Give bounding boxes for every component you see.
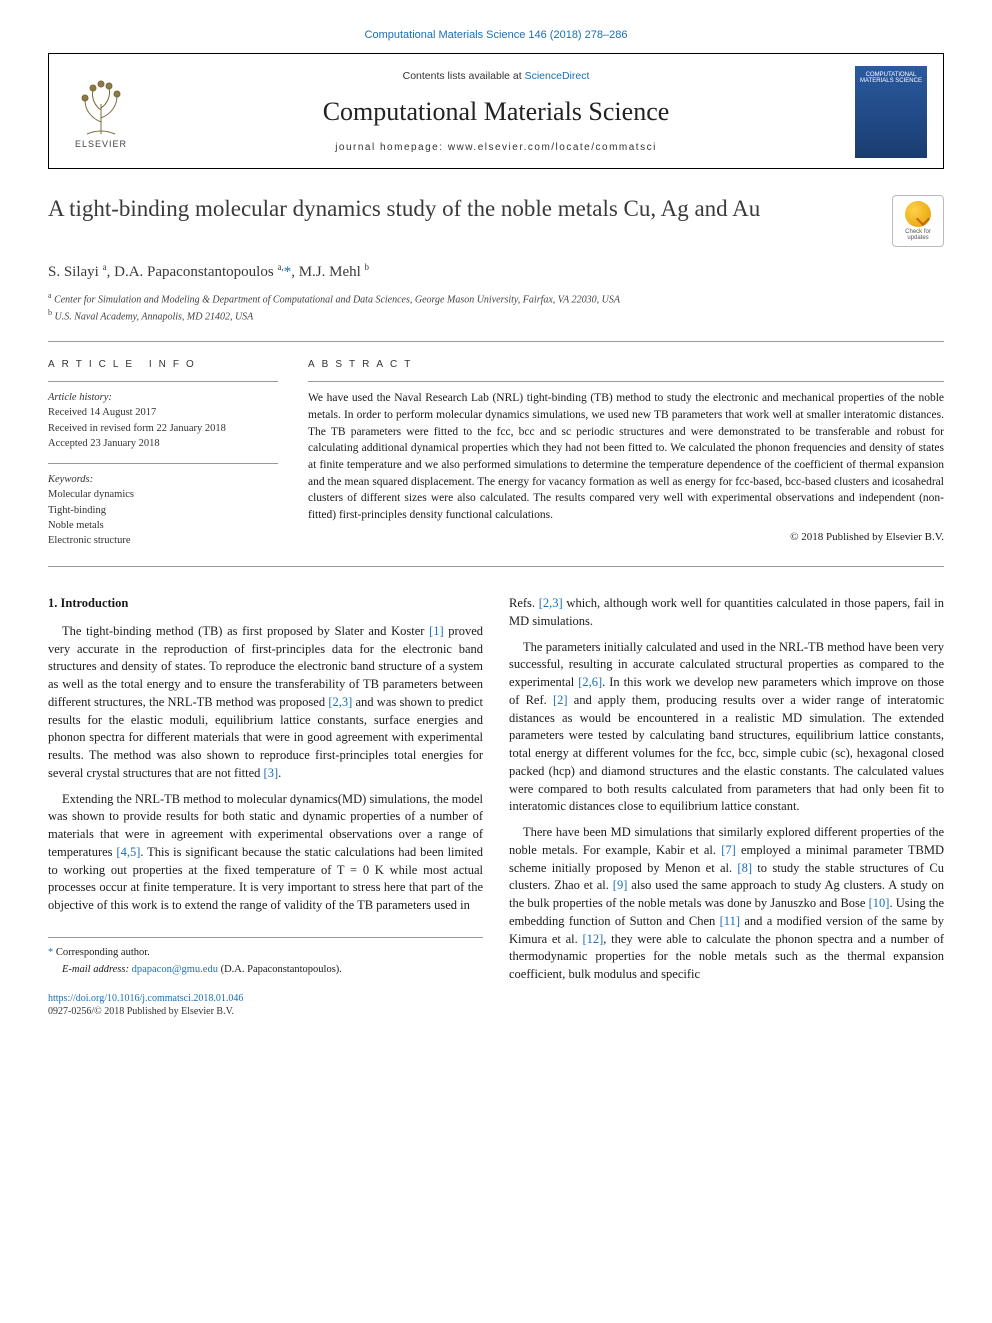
affiliations: a Center for Simulation and Modeling & D… (48, 290, 944, 325)
publisher-name: ELSEVIER (75, 138, 127, 150)
issn-copyright: 0927-0256/© 2018 Published by Elsevier B… (48, 1005, 483, 1019)
affiliation-b: b U.S. Naval Academy, Annapolis, MD 2140… (48, 307, 944, 324)
homepage-line: journal homepage: www.elsevier.com/locat… (155, 141, 837, 155)
masthead-center: Contents lists available at ScienceDirec… (155, 69, 837, 154)
citation-link[interactable]: [8] (737, 861, 752, 875)
corresponding-author-footer: * Corresponding author. E-mail address: … (48, 937, 483, 978)
citation-link[interactable]: [7] (721, 843, 736, 857)
divider (48, 381, 278, 382)
body-paragraph: There have been MD simulations that simi… (509, 824, 944, 984)
divider (48, 566, 944, 567)
cover-title: COMPUTATIONAL MATERIALS SCIENCE (855, 72, 927, 85)
abstract-text: We have used the Naval Research Lab (NRL… (308, 390, 944, 523)
citation-link[interactable]: [2,3] (328, 695, 352, 709)
journal-cover-thumb: COMPUTATIONAL MATERIALS SCIENCE (855, 66, 927, 158)
author-line: S. Silayi a, D.A. Papaconstantopoulos a,… (48, 261, 944, 282)
article-info-column: ARTICLE INFO Article history: Received 1… (48, 358, 278, 548)
divider (48, 341, 944, 342)
journal-ref-link[interactable]: Computational Materials Science 146 (201… (365, 29, 628, 41)
body-paragraph: The tight-binding method (TB) as first p… (48, 623, 483, 783)
crossmark-icon (905, 201, 931, 227)
author-email-link[interactable]: dpapacon@gmu.edu (132, 964, 218, 975)
citation-link[interactable]: [2,3] (539, 596, 563, 610)
abstract-copyright: © 2018 Published by Elsevier B.V. (308, 530, 944, 545)
citation-link[interactable]: [2] (553, 693, 568, 707)
affiliation-a: a Center for Simulation and Modeling & D… (48, 290, 944, 307)
article-info-head: ARTICLE INFO (48, 358, 278, 372)
citation-link[interactable]: [9] (613, 878, 628, 892)
citation-link[interactable]: [3] (264, 766, 279, 780)
citation-link[interactable]: [1] (429, 624, 444, 638)
check-for-updates-badge[interactable]: Check for updates (892, 195, 944, 247)
article-body: 1. Introduction The tight-binding method… (48, 595, 944, 1019)
abstract-head: ABSTRACT (308, 358, 944, 372)
publisher-block: ELSEVIER (65, 74, 137, 150)
doi-block: https://doi.org/10.1016/j.commatsci.2018… (48, 992, 483, 1019)
journal-name: Computational Materials Science (155, 94, 837, 129)
doi-link[interactable]: https://doi.org/10.1016/j.commatsci.2018… (48, 993, 243, 1004)
journal-reference: Computational Materials Science 146 (201… (48, 28, 944, 43)
elsevier-tree-icon (71, 74, 131, 138)
divider (308, 381, 944, 382)
section-heading-1: 1. Introduction (48, 595, 483, 613)
article-history: Article history: Received 14 August 2017… (48, 390, 278, 451)
sciencedirect-link[interactable]: ScienceDirect (525, 70, 590, 82)
abstract-column: ABSTRACT We have used the Naval Research… (308, 358, 944, 548)
citation-link[interactable]: [10] (869, 896, 890, 910)
homepage-url[interactable]: www.elsevier.com/locate/commatsci (448, 142, 657, 153)
updates-line2: updates (907, 235, 928, 241)
keywords-block: Keywords: Molecular dynamics Tight-bindi… (48, 472, 278, 548)
contents-line: Contents lists available at ScienceDirec… (155, 69, 837, 83)
divider (48, 463, 278, 464)
body-paragraph: The parameters initially calculated and … (509, 639, 944, 817)
citation-link[interactable]: [4,5] (116, 845, 140, 859)
citation-link[interactable]: [12] (582, 932, 603, 946)
body-paragraph: Extending the NRL-TB method to molecular… (48, 791, 483, 915)
article-title: A tight-binding molecular dynamics study… (48, 195, 878, 224)
journal-masthead: ELSEVIER Contents lists available at Sci… (48, 53, 944, 169)
body-paragraph: Refs. [2,3] which, although work well fo… (509, 595, 944, 631)
citation-link[interactable]: [2,6] (578, 675, 602, 689)
citation-link[interactable]: [11] (720, 914, 740, 928)
